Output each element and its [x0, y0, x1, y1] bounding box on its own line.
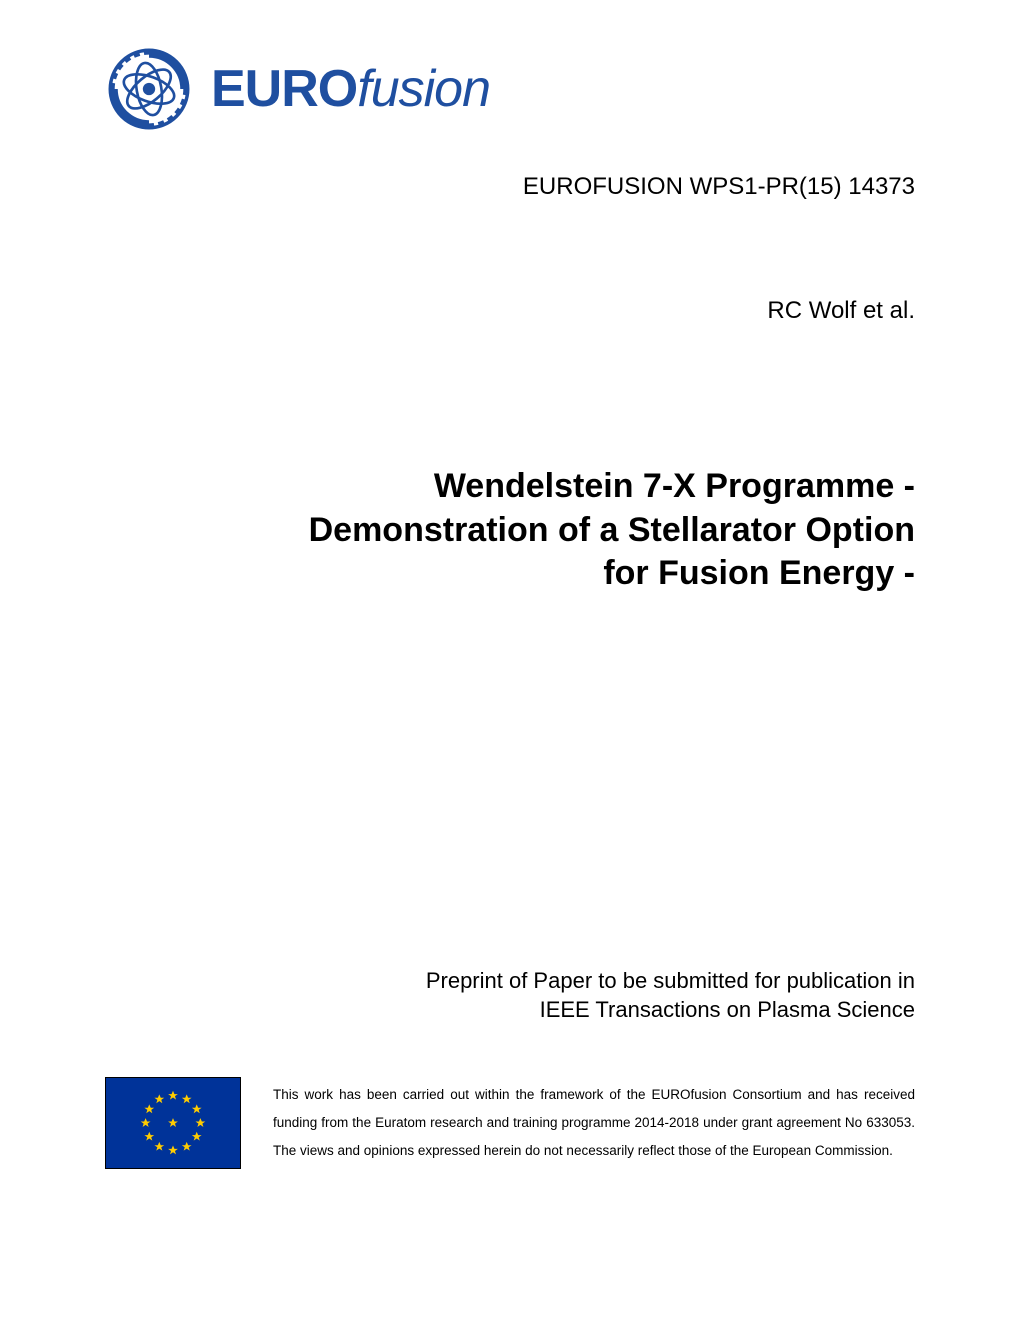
- preprint-notice: Preprint of Paper to be submitted for pu…: [105, 966, 915, 1025]
- preprint-line: Preprint of Paper to be submitted for pu…: [105, 966, 915, 996]
- logo-text-fusion: fusion: [357, 60, 490, 118]
- eurofusion-logo-icon: [105, 45, 193, 133]
- title-line: Demonstration of a Stellarator Option: [105, 509, 915, 553]
- paper-title: Wendelstein 7-X Programme - Demonstratio…: [105, 465, 915, 596]
- authors: RC Wolf et al.: [105, 297, 915, 325]
- logo-wordmark: EUROfusion: [211, 63, 490, 115]
- footer: This work has been carried out within th…: [105, 1077, 915, 1169]
- disclaimer-text: This work has been carried out within th…: [273, 1081, 915, 1164]
- logo-text-euro: EURO: [211, 60, 357, 118]
- title-line: Wendelstein 7-X Programme -: [105, 465, 915, 509]
- title-line: for Fusion Energy -: [105, 552, 915, 596]
- eu-flag-icon: [105, 1077, 241, 1169]
- page: EUROfusion EUROFUSION WPS1-PR(15) 14373 …: [0, 0, 1020, 1320]
- preprint-line: IEEE Transactions on Plasma Science: [105, 995, 915, 1025]
- document-id: EUROFUSION WPS1-PR(15) 14373: [105, 173, 915, 201]
- logo-block: EUROfusion: [105, 45, 915, 133]
